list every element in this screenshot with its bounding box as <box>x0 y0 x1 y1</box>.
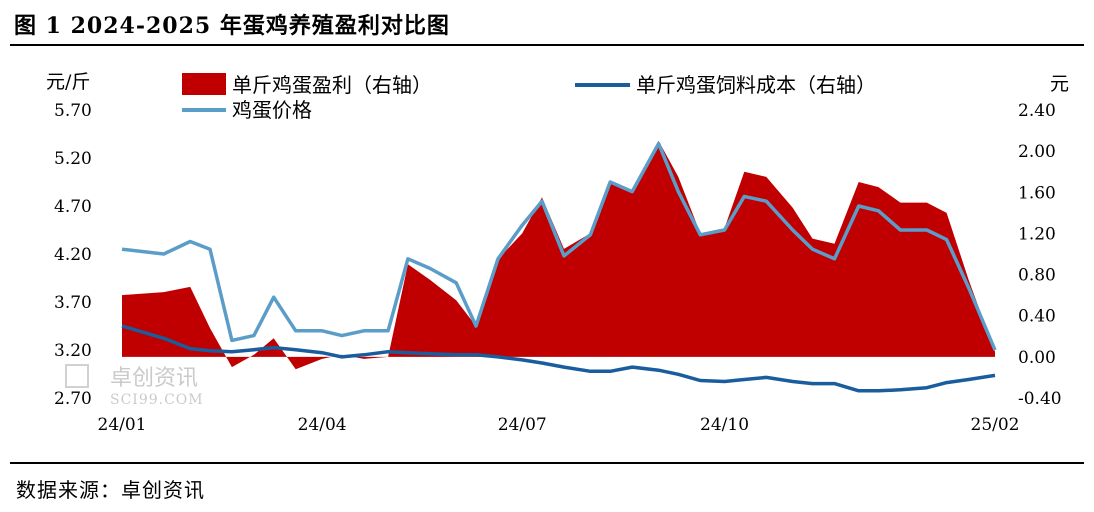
profit-area <box>122 140 995 370</box>
x-tick-label: 24/01 <box>98 415 147 435</box>
footer-divider <box>10 462 1084 464</box>
left-tick-label: 4.20 <box>54 245 92 265</box>
left-tick-label: 2.70 <box>54 389 92 409</box>
left-axis-unit: 元/斤 <box>46 71 90 93</box>
watermark-text-cn: 卓创资讯 <box>110 366 198 391</box>
legend-label-profit: 单斤鸡蛋盈利（右轴） <box>232 73 432 97</box>
x-tick-label: 24/07 <box>498 415 547 435</box>
watermark-logo-icon <box>65 364 89 388</box>
legend-swatch-profit <box>182 73 226 95</box>
left-tick-label: 5.20 <box>54 149 92 169</box>
x-tick-label: 24/04 <box>298 415 347 435</box>
legend-label-cost: 单斤鸡蛋饲料成本（右轴） <box>636 73 876 97</box>
left-tick-label: 5.70 <box>54 101 92 121</box>
right-tick-label: 0.80 <box>1018 266 1056 286</box>
figure-title: 图 1 2024-2025 年蛋鸡养殖盈利对比图 <box>14 13 450 39</box>
right-tick-label: 1.60 <box>1018 183 1056 203</box>
x-tick-label: 24/10 <box>700 415 749 435</box>
watermark-text-en: SCI99.COM <box>110 392 204 408</box>
watermark: 卓创资讯 SCI99.COM <box>65 364 204 408</box>
right-tick-label: -0.40 <box>1018 389 1062 409</box>
x-tick-label: 25/02 <box>971 415 1020 435</box>
left-tick-label: 3.70 <box>54 293 92 313</box>
left-tick-label: 3.20 <box>54 341 92 361</box>
left-tick-label: 4.70 <box>54 197 92 217</box>
title-divider <box>10 44 1084 46</box>
right-tick-label: 2.40 <box>1018 101 1056 121</box>
egg-price-line <box>121 141 997 351</box>
data-source: 数据来源：卓创资讯 <box>16 478 205 502</box>
right-tick-label: 0.00 <box>1018 348 1056 368</box>
right-tick-label: 2.00 <box>1018 142 1056 162</box>
legend-label-price: 鸡蛋价格 <box>232 98 312 122</box>
right-tick-label: 1.20 <box>1018 224 1056 244</box>
feed-cost-line <box>121 324 996 393</box>
right-tick-label: 0.40 <box>1018 307 1056 327</box>
right-axis-unit: 元 <box>1050 73 1069 95</box>
